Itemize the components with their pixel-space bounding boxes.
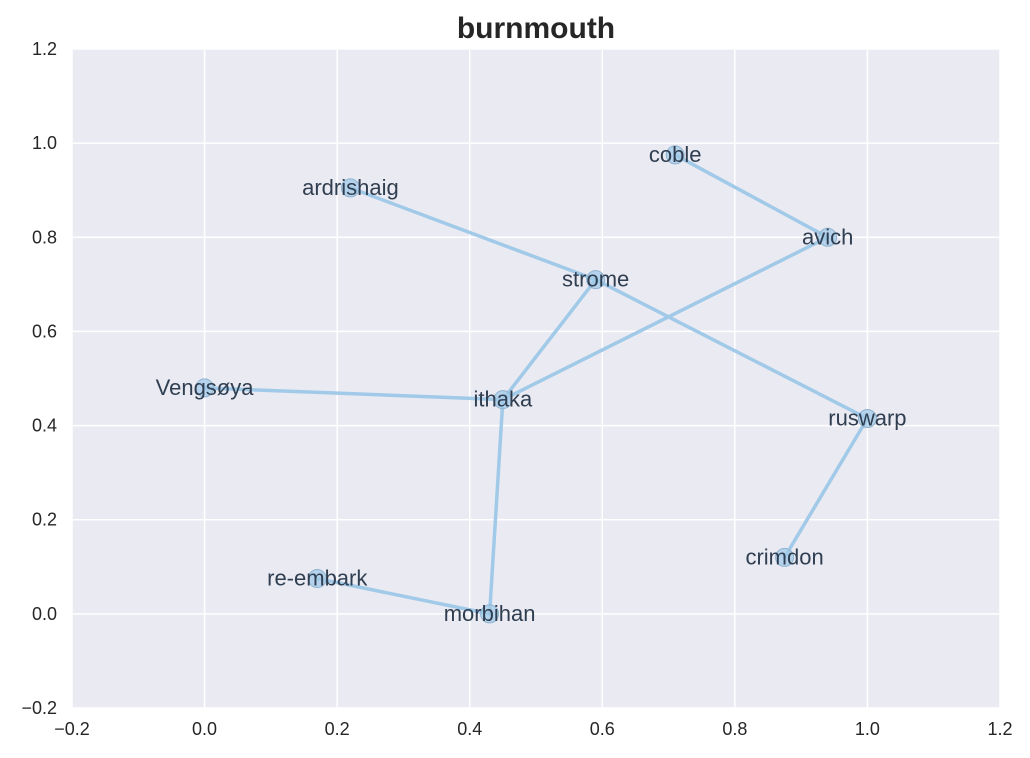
y-tick-label: −0.2 xyxy=(21,698,57,718)
x-tick-label: 0.6 xyxy=(590,719,615,739)
graph-edge xyxy=(315,576,492,616)
graph-edge xyxy=(593,277,870,421)
graph-node xyxy=(307,569,327,589)
y-tick-label: 0.6 xyxy=(32,321,57,341)
graph-node xyxy=(818,227,838,247)
node-label: morbihan xyxy=(444,601,536,626)
graph-node xyxy=(665,145,685,165)
graph-edge xyxy=(782,416,870,560)
node-label: coble xyxy=(649,142,702,167)
node-label: ithaka xyxy=(473,387,532,412)
graph-node xyxy=(480,604,500,624)
y-tick-label: 0.4 xyxy=(32,416,57,436)
x-tick-label: −0.2 xyxy=(54,719,90,739)
nodes xyxy=(195,145,877,624)
x-tick-labels: −0.2 0.0 0.2 0.4 0.6 0.8 1.0 1.2 xyxy=(54,719,1012,739)
y-tick-label: 1.2 xyxy=(32,39,57,59)
edges xyxy=(202,153,870,616)
graph-edge xyxy=(348,186,598,282)
node-label: Vengsøya xyxy=(156,375,255,400)
y-tick-labels: −0.2 0.0 0.2 0.4 0.6 0.8 1.0 1.2 xyxy=(21,39,57,718)
x-tick-label: 1.0 xyxy=(855,719,880,739)
x-tick-label: 1.2 xyxy=(987,719,1012,739)
y-tick-label: 0.8 xyxy=(32,227,57,247)
graph-edge xyxy=(501,235,830,402)
node-label: crimdon xyxy=(745,544,823,569)
graph-node xyxy=(195,378,215,398)
node-label: re-embark xyxy=(267,566,368,591)
node-label: avich xyxy=(802,224,853,249)
graph-node xyxy=(857,409,877,429)
y-tick-label: 1.0 xyxy=(32,133,57,153)
y-tick-label: 0.2 xyxy=(32,510,57,530)
graph-edge xyxy=(487,397,505,616)
graph-edge xyxy=(501,277,598,402)
node-labels: coble ardrishaig avich strome Vengsøya ithaka… xyxy=(156,142,907,626)
graph-edge xyxy=(673,153,830,240)
graph-node xyxy=(586,270,606,290)
node-label: strome xyxy=(562,267,629,292)
graph-node xyxy=(775,547,795,567)
graph-edge xyxy=(202,386,505,402)
chart-title: burnmouth xyxy=(457,12,615,45)
x-tick-label: 0.2 xyxy=(325,719,350,739)
plot-area xyxy=(72,49,1000,708)
graph-node xyxy=(340,178,360,198)
x-tick-label: 0.4 xyxy=(457,719,482,739)
node-label: ardrishaig xyxy=(302,175,399,200)
x-tick-label: 0.8 xyxy=(722,719,747,739)
grid xyxy=(71,48,1001,709)
graph-node xyxy=(493,390,513,410)
x-tick-label: 0.0 xyxy=(192,719,217,739)
y-tick-label: 0.0 xyxy=(32,604,57,624)
node-label: ruswarp xyxy=(828,406,906,431)
